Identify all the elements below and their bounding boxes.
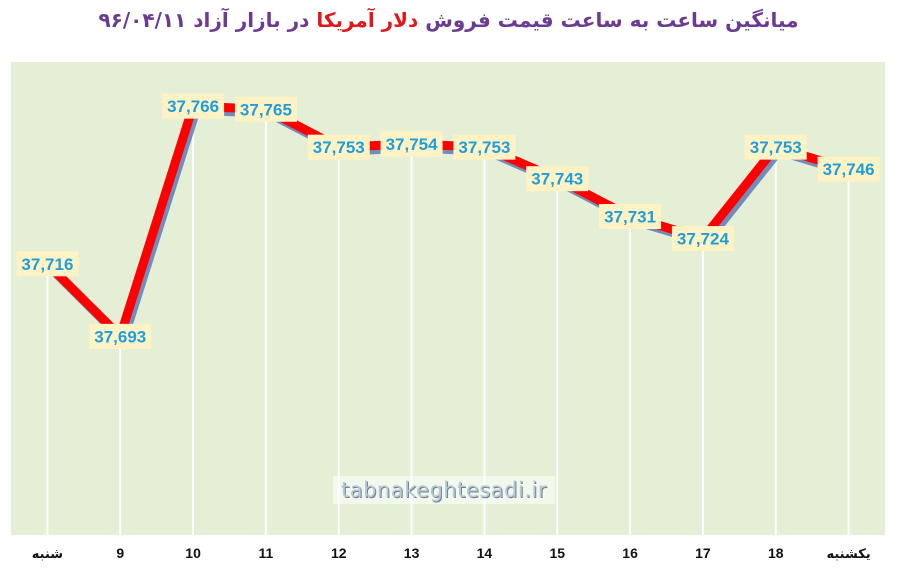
- x-tick-label: 15: [549, 545, 565, 561]
- data-label-box: [744, 134, 807, 160]
- chart-title: میانگین ساعت به ساعت قیمت فروش دلار آمری…: [0, 8, 897, 32]
- data-label: 37,731: [604, 208, 656, 227]
- x-tick-label: 13: [404, 545, 420, 561]
- plot-area: [11, 62, 885, 535]
- x-tick-label: یکشنبه: [826, 547, 870, 562]
- data-label-box: [162, 93, 225, 119]
- data-label: 37,765: [240, 100, 292, 119]
- data-label: 37,716: [21, 255, 73, 274]
- series-line: [42, 101, 854, 341]
- data-label-box: [89, 323, 152, 349]
- data-label: 37,724: [677, 230, 730, 249]
- x-tick-label: 12: [331, 545, 347, 561]
- title-part-1: میانگین ساعت به ساعت قیمت فروش: [425, 8, 799, 32]
- data-label-box: [817, 156, 880, 182]
- data-label-box: [307, 134, 370, 160]
- data-label: 37,743: [531, 170, 583, 189]
- data-label-box: [671, 226, 734, 252]
- data-label: 37,753: [458, 138, 510, 157]
- data-label: 37,754: [386, 135, 439, 154]
- watermark: tabnakeghtesadi.ir: [333, 476, 555, 504]
- data-label: 37,693: [94, 327, 146, 346]
- data-label: 37,753: [313, 138, 365, 157]
- x-tick-label: 9: [116, 545, 124, 561]
- x-tick-label: 16: [622, 545, 638, 561]
- data-label: 37,753: [750, 138, 802, 157]
- data-label-box: [234, 96, 297, 122]
- title-part-2: در بازار آزاد ۹۶/۰۴/۱۱: [98, 8, 310, 32]
- data-label-box: [16, 251, 79, 277]
- data-label-box: [599, 204, 662, 230]
- x-tick-label: 18: [768, 545, 784, 561]
- x-tick-label: 14: [477, 545, 493, 561]
- x-tick-label: شنبه: [32, 547, 63, 562]
- x-tick-label: 17: [695, 545, 711, 561]
- x-tick-label: 10: [185, 545, 201, 561]
- title-highlight: دلار آمریکا: [316, 8, 419, 32]
- data-label-box: [453, 134, 516, 160]
- data-label: 37,746: [823, 160, 875, 179]
- data-label-box: [380, 131, 443, 157]
- data-label-box: [526, 166, 589, 192]
- data-label: 37,766: [167, 97, 219, 116]
- x-tick-label: 11: [259, 545, 274, 561]
